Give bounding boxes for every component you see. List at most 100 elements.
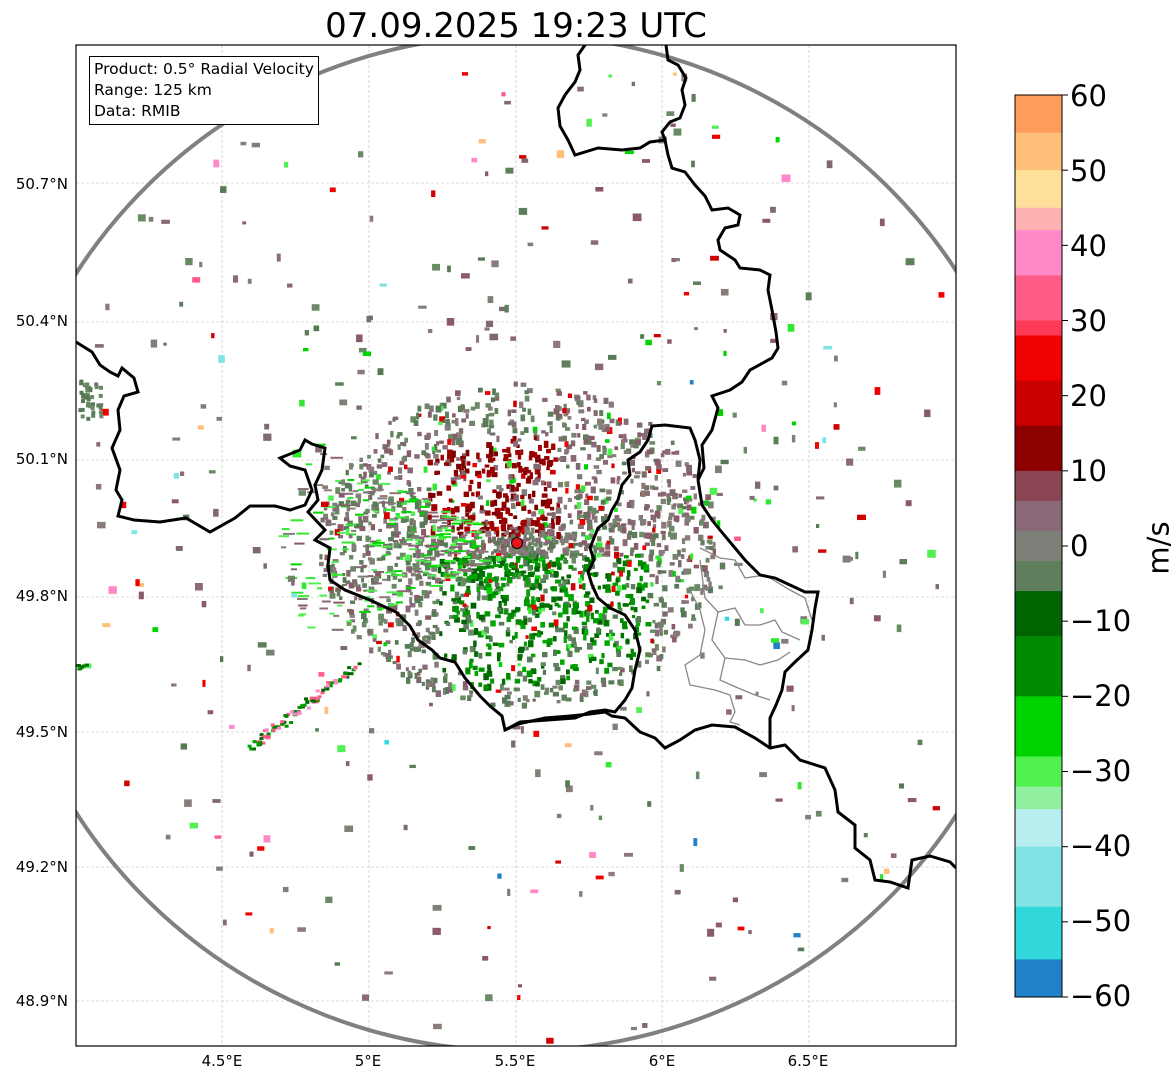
echo-cell — [533, 434, 537, 440]
colorbar-band — [1015, 470, 1062, 502]
echo-cell — [679, 864, 684, 872]
echo-cell — [604, 515, 610, 520]
echo-cell — [199, 261, 203, 268]
echo-cell — [478, 559, 492, 562]
echo-cell — [573, 602, 579, 609]
echo-cell — [487, 667, 492, 672]
echo-cell — [421, 681, 425, 686]
echo-cell — [305, 577, 316, 580]
colorbar-band — [1015, 95, 1062, 134]
echo-cell — [455, 576, 461, 582]
echo-cell — [499, 587, 504, 592]
echo-cell — [505, 508, 511, 515]
echo-cell — [501, 532, 507, 537]
echo-cell — [683, 568, 690, 575]
echo-cell — [579, 695, 584, 702]
echo-cell — [583, 514, 589, 521]
echo-cell — [417, 487, 422, 492]
echo-cell — [538, 445, 542, 451]
echo-cell — [563, 557, 568, 565]
colorbar-tick-label: 0 — [1070, 529, 1089, 563]
echo-cell — [493, 549, 498, 553]
echo-cell — [608, 354, 617, 360]
echo-cell — [233, 275, 239, 283]
border-belgium-germany — [556, 45, 780, 481]
echo-cell — [395, 601, 403, 604]
echo-cell — [553, 408, 558, 415]
echo-cell — [569, 554, 575, 559]
echo-cell — [398, 574, 406, 577]
echo-cell — [668, 531, 672, 537]
echo-cell — [363, 471, 367, 478]
echo-cell — [435, 449, 441, 453]
echo-cell — [680, 579, 685, 583]
echo-cell — [905, 258, 915, 266]
echo-cell — [287, 283, 293, 288]
echo-cell — [263, 835, 271, 843]
echo-cell — [391, 571, 396, 577]
echo-cell — [585, 481, 591, 486]
echo-cell — [567, 416, 572, 420]
echo-cell — [565, 488, 569, 494]
echo-cell — [781, 638, 789, 644]
echo-cell — [619, 570, 623, 577]
echo-cell — [693, 527, 699, 534]
echo-cell — [456, 610, 460, 615]
echo-cell — [484, 519, 489, 526]
echo-cell — [567, 650, 573, 658]
echo-cell — [298, 490, 306, 496]
echo-cell — [483, 684, 489, 692]
echo-cell — [734, 536, 741, 541]
echo-cell — [357, 482, 363, 485]
echo-cell — [448, 688, 454, 693]
echo-cell — [591, 513, 596, 520]
echo-cell — [506, 627, 510, 633]
echo-cell — [591, 507, 597, 515]
colorbar — [1015, 95, 1062, 998]
echo-cell — [354, 596, 358, 601]
echo-cell — [500, 595, 504, 599]
echo-cell — [289, 710, 294, 714]
echo-cell — [660, 618, 667, 624]
echo-cell — [593, 410, 598, 416]
echo-cell — [707, 586, 713, 594]
echo-cell — [698, 502, 702, 506]
echo-cell — [670, 440, 675, 445]
echo-cell — [620, 667, 625, 673]
echo-cell — [527, 572, 534, 577]
echo-cell — [508, 545, 512, 553]
echo-cell — [321, 688, 326, 692]
echo-cell — [630, 1026, 637, 1031]
echo-cell — [873, 615, 881, 622]
echo-cell — [599, 454, 604, 459]
echo-cell — [341, 479, 346, 486]
echo-cell — [511, 609, 517, 614]
echo-cell — [385, 550, 391, 556]
echo-cell — [397, 467, 403, 474]
echo-cell — [583, 439, 588, 445]
echo-cell — [283, 532, 295, 535]
echo-cell — [377, 458, 382, 463]
echo-cell — [264, 728, 269, 732]
echo-cell — [331, 563, 335, 568]
echo-cell — [425, 679, 430, 684]
echo-cell — [522, 666, 527, 673]
echo-cell — [416, 551, 421, 559]
echo-cell — [504, 700, 511, 707]
echo-cell — [408, 578, 413, 585]
echo-cell — [927, 549, 936, 558]
colorbar-band — [1015, 207, 1062, 231]
echo-cell — [519, 564, 524, 569]
echo-cell — [602, 448, 607, 455]
echo-cell — [530, 600, 536, 608]
echo-cell — [489, 419, 494, 427]
echo-cell — [684, 535, 691, 541]
echo-cell — [329, 612, 335, 615]
echo-cell — [684, 462, 689, 467]
echo-cell — [454, 506, 460, 513]
echo-cell — [616, 585, 622, 592]
echo-cell — [652, 524, 657, 529]
echo-cell — [433, 414, 438, 421]
echo-cell — [567, 393, 572, 398]
